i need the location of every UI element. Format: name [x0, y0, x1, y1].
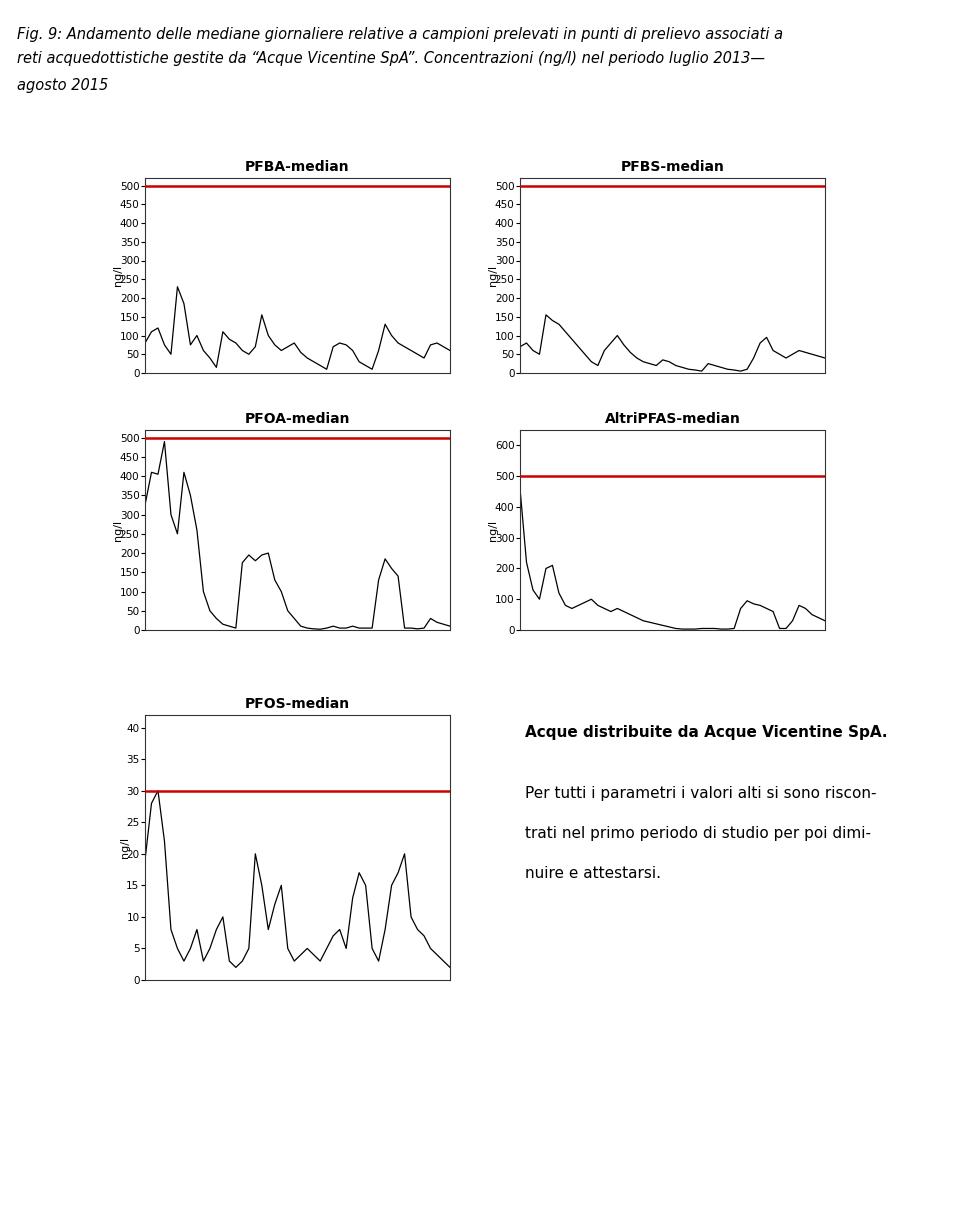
Y-axis label: ng/l: ng/l — [489, 265, 498, 286]
Text: Fig. 9: Andamento delle mediane giornaliere relative a campioni prelevati in pun: Fig. 9: Andamento delle mediane giornali… — [17, 27, 783, 41]
Title: AltriPFAS-median: AltriPFAS-median — [605, 412, 740, 426]
Title: PFOS-median: PFOS-median — [245, 697, 350, 711]
Text: Per tutti i parametri i valori alti si sono riscon-: Per tutti i parametri i valori alti si s… — [525, 786, 876, 800]
Title: PFOA-median: PFOA-median — [245, 412, 350, 426]
Y-axis label: ng/l: ng/l — [489, 519, 498, 541]
Y-axis label: ng/l: ng/l — [113, 519, 123, 541]
Y-axis label: ng/l: ng/l — [120, 837, 130, 858]
Text: reti acquedottistiche gestite da “Acque Vicentine SpA”. Concentrazioni (ng/l) ne: reti acquedottistiche gestite da “Acque … — [17, 51, 765, 66]
Text: nuire e attestarsi.: nuire e attestarsi. — [525, 866, 660, 880]
Title: PFBA-median: PFBA-median — [245, 161, 349, 174]
Text: agosto 2015: agosto 2015 — [17, 78, 108, 92]
Text: Acque distribuite da Acque Vicentine SpA.: Acque distribuite da Acque Vicentine SpA… — [525, 725, 887, 739]
Y-axis label: ng/l: ng/l — [113, 265, 123, 286]
Text: trati nel primo periodo di studio per poi dimi-: trati nel primo periodo di studio per po… — [525, 826, 871, 840]
Title: PFBS-median: PFBS-median — [620, 161, 725, 174]
